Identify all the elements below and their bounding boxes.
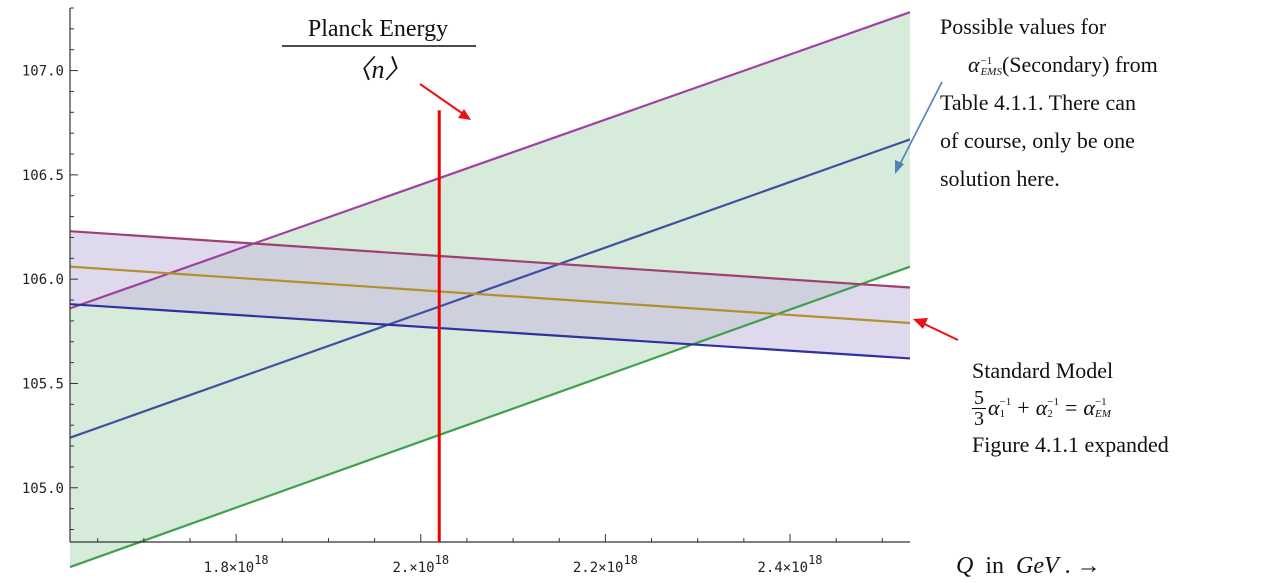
y-tick-label: 105.0 bbox=[22, 481, 64, 497]
secondary-arrow-head bbox=[895, 160, 904, 174]
svg-text:Q in GeV . →: Q in GeV . → bbox=[956, 553, 1101, 579]
standard-model-label: Standard Model bbox=[972, 358, 1114, 383]
x-label-arrow: . → bbox=[1065, 553, 1101, 579]
alpha-em-sub: EM bbox=[1094, 408, 1111, 420]
alpha-superscript: −1 bbox=[980, 54, 993, 67]
series-line-3 bbox=[69, 265, 911, 569]
standard-model-arrow-head bbox=[913, 318, 928, 329]
series-lines bbox=[69, 11, 911, 569]
standard-model-equation: 5 3 α −1 1 + α −1 2 = α −1 EM bbox=[972, 386, 1272, 430]
secondary-arrow bbox=[895, 81, 943, 174]
alpha-2-sup: −1 bbox=[1047, 396, 1059, 408]
annotation-line-4: of course, only be one bbox=[940, 128, 1135, 153]
x-label-q: Q bbox=[956, 553, 973, 579]
axes bbox=[69, 8, 910, 543]
series-line-5 bbox=[69, 265, 911, 325]
annotation-line-3: Table 4.1.1. There can bbox=[940, 90, 1136, 115]
x-tick-label: 2.4×1018 bbox=[757, 553, 822, 576]
x-label-gev: GeV bbox=[1016, 553, 1061, 579]
alpha-1-sup: −1 bbox=[999, 396, 1012, 408]
x-tick-exponent: 18 bbox=[254, 553, 268, 567]
series-line-2 bbox=[69, 138, 911, 439]
x-tick-exponent: 18 bbox=[435, 553, 449, 567]
planck-label-numerator: Planck Energy bbox=[308, 16, 448, 42]
planck-label-denominator: 〈n〉 bbox=[345, 55, 410, 84]
annotation-line-5: solution here. bbox=[940, 166, 1060, 191]
alpha-em-sup: −1 bbox=[1094, 396, 1107, 408]
figure-reference: Figure 4.1.1 expanded bbox=[972, 432, 1169, 457]
alpha-subscript: EMS bbox=[980, 65, 1002, 78]
x-tick-label: 2.2×1018 bbox=[573, 553, 638, 576]
y-tick-label: 106.0 bbox=[22, 272, 64, 288]
y-tick-label: 106.5 bbox=[22, 168, 64, 184]
planck-marker: Planck Energy 〈n〉 bbox=[282, 16, 476, 542]
standard-model-annotation: Standard Model 5 3 α −1 1 + α −1 2 = α −1 E… bbox=[972, 356, 1272, 460]
x-label-in: in bbox=[985, 553, 1004, 579]
planck-arrow-shaft bbox=[419, 83, 470, 119]
secondary-arrow-shaft bbox=[897, 81, 943, 169]
annotation-line-2-rest: (Secondary) from bbox=[1001, 52, 1158, 77]
y-tick-label: 107.0 bbox=[22, 64, 64, 80]
x-tick-label: 1.8×1018 bbox=[204, 553, 269, 576]
annotation-line-1: Possible values for bbox=[940, 14, 1107, 39]
alpha-em: α bbox=[1083, 395, 1095, 420]
x-tick-label: 2.×1018 bbox=[392, 553, 449, 576]
alpha-1-sub: 1 bbox=[999, 408, 1006, 420]
plus-sign: + bbox=[1017, 395, 1030, 420]
series-line-1 bbox=[69, 11, 911, 310]
alpha-1: α bbox=[988, 395, 1000, 420]
fraction-denominator: 3 bbox=[974, 407, 984, 430]
equals-sign: = bbox=[1064, 395, 1078, 420]
planck-arrow-head bbox=[458, 109, 471, 120]
standard-model-arrow bbox=[913, 318, 959, 341]
alpha-2: α bbox=[1035, 395, 1048, 420]
x-tick-exponent: 18 bbox=[623, 553, 637, 567]
x-axis-label: Q in GeV . → bbox=[956, 553, 1101, 579]
x-tick-exponent: 18 bbox=[808, 553, 822, 567]
alpha-2-sub: 2 bbox=[1047, 408, 1053, 420]
series-line-4 bbox=[69, 230, 911, 289]
planck-arrow bbox=[419, 83, 471, 120]
series-line-6 bbox=[69, 303, 911, 360]
fraction-numerator: 5 bbox=[972, 386, 986, 409]
alpha-symbol: α bbox=[968, 52, 980, 77]
secondary-annotation: Possible values for α −1 EMS (Secondary) fr… bbox=[940, 8, 1240, 198]
annotation-line-2: α −1 EMS (Secondary) from bbox=[940, 46, 1240, 84]
y-tick-label: 105.5 bbox=[22, 376, 64, 392]
